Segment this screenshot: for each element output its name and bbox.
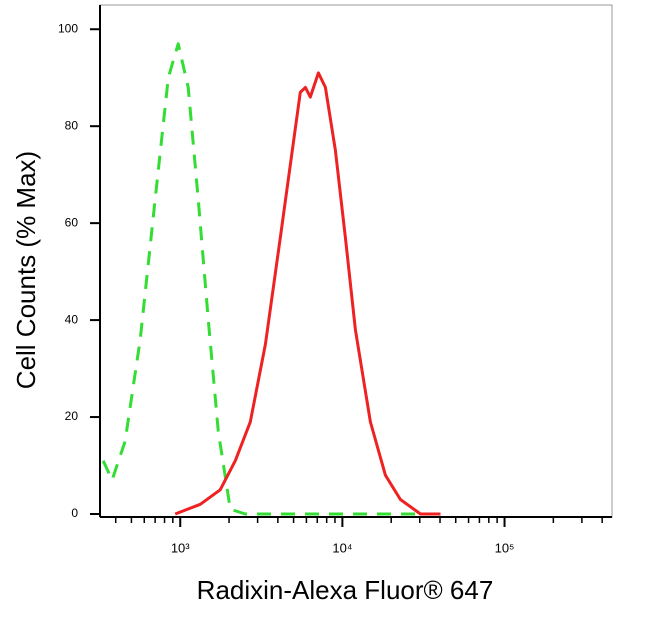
plot-frame [99,4,613,518]
y-tick-label: 20 [65,409,79,423]
y-tick-label: 100 [58,21,78,35]
y-tick-label: 0 [71,506,78,520]
x-tick-label: 10⁵ [495,540,515,555]
series-line [101,42,421,516]
series-line [174,71,441,516]
y-axis-label: Cell Counts (% Max) [11,151,41,389]
x-tick-label: 10⁴ [332,540,352,555]
y-tick-label: 80 [65,118,79,132]
x-axis-label: Radixin-Alexa Fluor® 647 [197,575,494,605]
x-tick-label: 10³ [171,540,190,555]
y-tick-label: 40 [65,312,79,326]
y-tick-label: 60 [65,215,79,229]
